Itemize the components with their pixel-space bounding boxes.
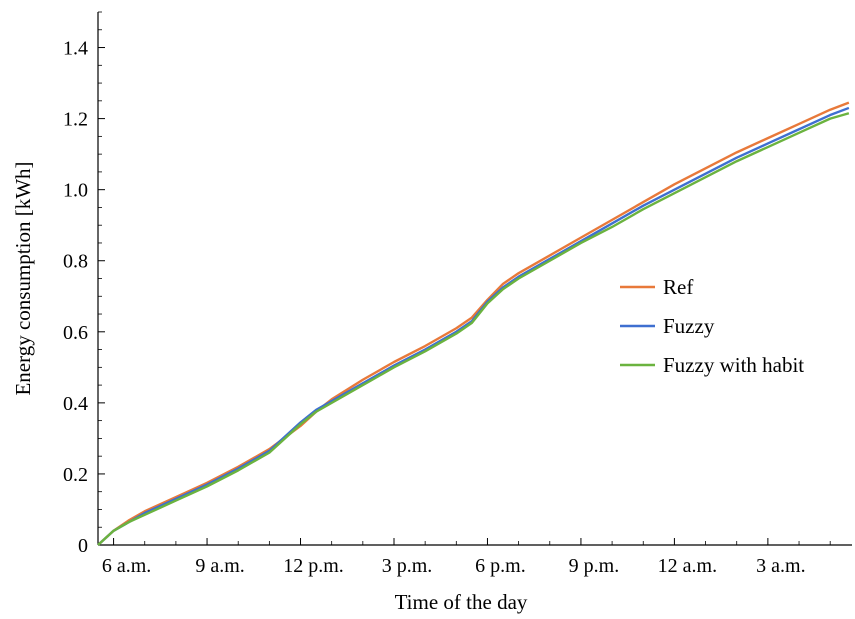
x-axis-title: Time of the day — [395, 590, 528, 614]
legend-label: Fuzzy with habit — [663, 353, 804, 377]
series-line-1 — [97, 101, 850, 546]
x-tick-label: 12 a.m. — [658, 555, 717, 577]
legend-label: Ref — [663, 275, 693, 299]
y-tick-label: 0.2 — [63, 464, 88, 486]
x-tick-label: 6 p.m. — [475, 555, 526, 577]
x-tick-label: 3 a.m. — [756, 555, 805, 577]
y-tick-label: 0.8 — [63, 251, 88, 273]
y-tick-label: 0.6 — [63, 322, 88, 344]
x-tick-label: 9 a.m. — [195, 555, 244, 577]
legend: Ref Fuzzy Fuzzy with habit — [620, 275, 804, 377]
legend-label: Fuzzy — [663, 314, 715, 338]
x-tick-label: 12 p.m. — [283, 555, 344, 577]
x-tick-label: 6 a.m. — [102, 555, 151, 577]
series-line-3 — [97, 112, 850, 546]
x-tick-label: 9 p.m. — [569, 555, 620, 577]
y-axis-title: Energy consumption [kWh] — [11, 161, 35, 395]
x-tick-label: 3 p.m. — [382, 555, 433, 577]
y-tick-label: 1.4 — [63, 38, 88, 60]
series-layer — [97, 101, 850, 546]
axes: 0 0.2 0.4 0.6 0.8 1.0 1.2 1.4 6 a.m. 9 a.m. 12 p.m… — [63, 11, 852, 577]
y-tick-label: 1.2 — [63, 109, 88, 131]
series-line-2 — [97, 106, 850, 546]
y-tick-label: 1.0 — [63, 180, 88, 202]
y-tick-label: 0.4 — [63, 393, 88, 415]
y-tick-label: 0 — [78, 535, 88, 557]
